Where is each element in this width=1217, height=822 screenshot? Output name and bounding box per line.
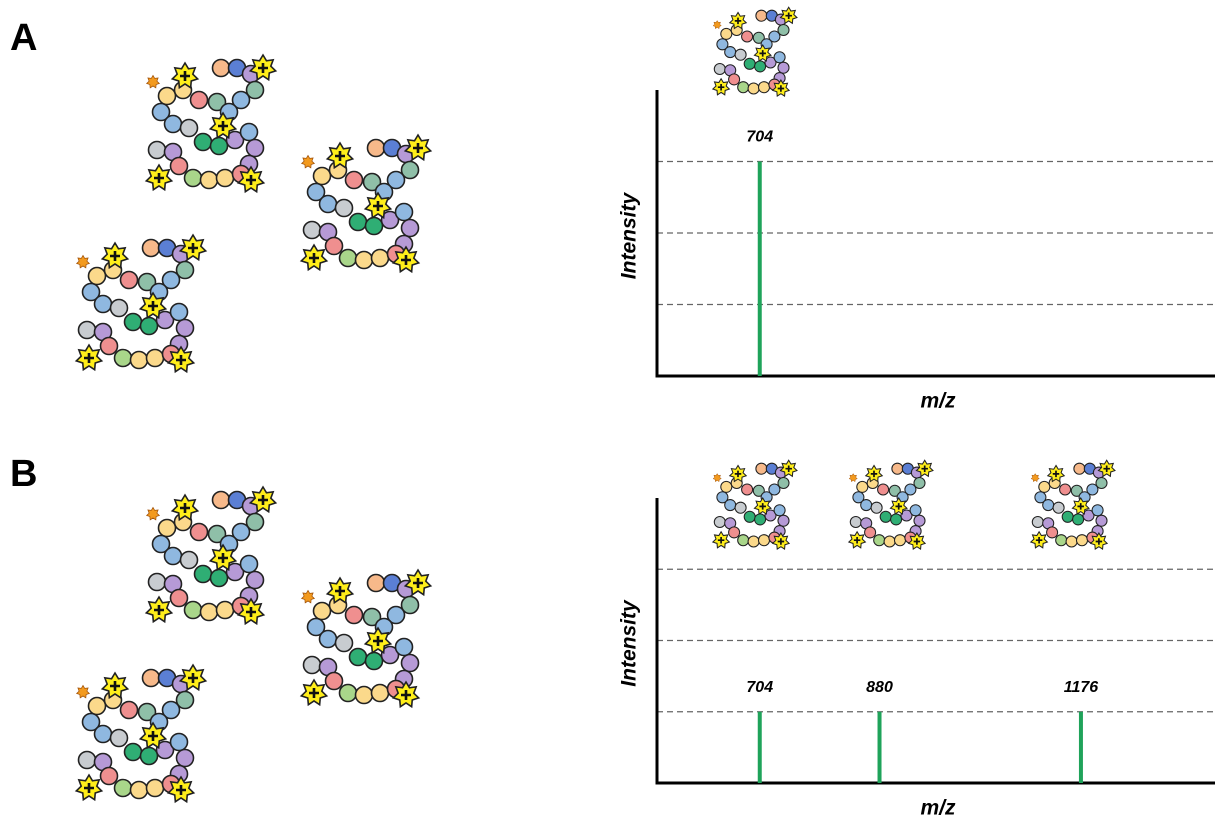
x-axis-label: m/z bbox=[920, 797, 956, 820]
peak-label: 1176 bbox=[1064, 679, 1099, 696]
molecule bbox=[301, 570, 430, 707]
panel-label: B bbox=[10, 453, 37, 495]
panel-label: A bbox=[10, 17, 37, 59]
molecule bbox=[146, 487, 275, 624]
molecule bbox=[301, 135, 430, 272]
molecule bbox=[76, 235, 205, 372]
molecule bbox=[1031, 460, 1115, 549]
peak-label: 704 bbox=[746, 129, 773, 146]
y-axis-label: Intensity bbox=[618, 599, 641, 687]
figure: A 704 m/z Intensity B 704 880 1176 m/z Intensity bbox=[0, 0, 1217, 822]
molecule bbox=[849, 460, 933, 549]
molecule bbox=[713, 7, 797, 96]
molecule bbox=[146, 55, 275, 192]
peak-label: 880 bbox=[866, 679, 893, 696]
y-axis-label: Intensity bbox=[618, 192, 641, 280]
molecule bbox=[76, 665, 205, 802]
molecules bbox=[76, 7, 1115, 801]
peak-label: 704 bbox=[746, 679, 773, 696]
x-axis-label: m/z bbox=[920, 390, 956, 413]
molecule bbox=[713, 460, 797, 549]
